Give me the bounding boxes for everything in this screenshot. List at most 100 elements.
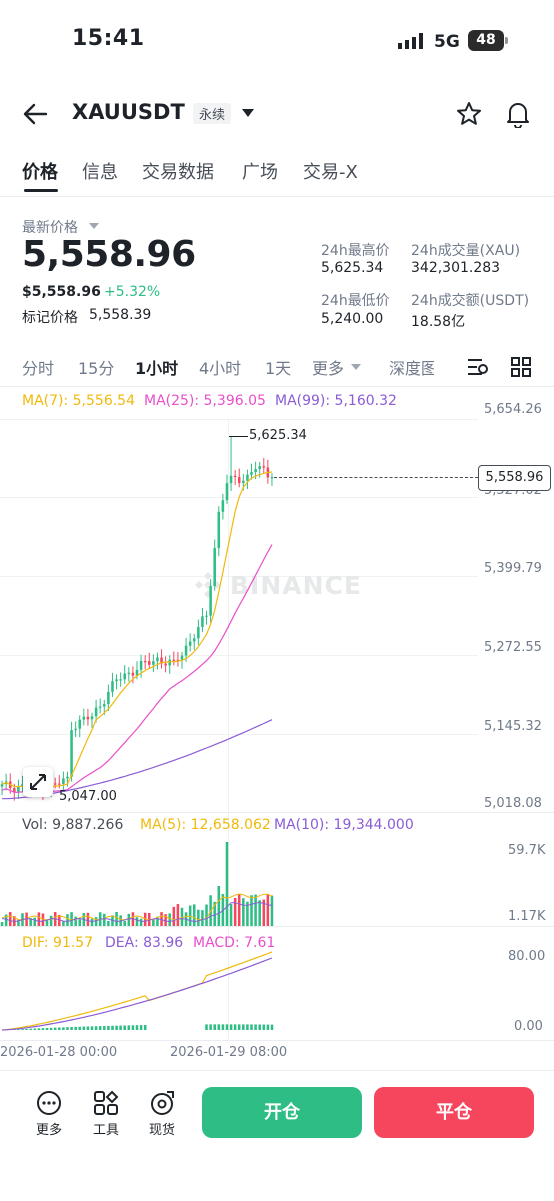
tab-trade-x[interactable]: 交易-X: [303, 162, 358, 183]
interval-15m[interactable]: 15分: [78, 359, 115, 378]
volume-bar: [37, 912, 41, 926]
more-caret-icon[interactable]: [351, 364, 361, 371]
volume-bar: [78, 919, 82, 926]
tools-icon[interactable]: [93, 1090, 119, 1116]
interval-1d[interactable]: 1天: [265, 359, 292, 378]
volume-bar: [258, 900, 261, 926]
caret-down-icon[interactable]: [241, 108, 255, 118]
low-label: 24h最低价: [321, 293, 390, 309]
star-icon[interactable]: [456, 101, 482, 127]
tab-divider: [0, 196, 554, 197]
current-price-line: [274, 477, 478, 478]
open-position-button[interactable]: 开仓: [202, 1087, 362, 1138]
macd-histogram-bar: [66, 1027, 69, 1030]
volume-bar: [201, 910, 204, 926]
tab-price[interactable]: 价格: [22, 162, 58, 183]
macd-histogram-bar: [74, 1026, 77, 1030]
grid-line: [0, 655, 478, 656]
candle-body: [148, 661, 151, 665]
candle-body: [53, 783, 57, 785]
indicator-settings-icon[interactable]: [467, 357, 489, 377]
candle-body: [217, 511, 221, 549]
candle-body: [205, 615, 208, 617]
tab-info[interactable]: 信息: [82, 162, 118, 183]
macd-histogram-bar: [250, 1024, 253, 1030]
volume-bar: [25, 912, 28, 926]
volume-bar: [58, 914, 61, 926]
macd-histogram-bar: [33, 1028, 37, 1030]
volume-bar: [62, 921, 65, 926]
expand-arrows-icon: [30, 774, 46, 790]
grid-line: [0, 419, 478, 420]
macd-histogram-bar: [225, 1024, 229, 1030]
symbol-title[interactable]: XAUUSDT: [72, 100, 185, 124]
bell-icon[interactable]: [505, 100, 531, 128]
tab-trading-data[interactable]: 交易数据: [142, 162, 214, 183]
candle-body: [119, 679, 122, 681]
ma-line: [1, 471, 273, 788]
macd-value-legend: MACD: 7.61: [193, 935, 276, 951]
last-price-label[interactable]: 最新价格: [22, 220, 78, 236]
macd-histogram-bar: [111, 1025, 114, 1030]
interval-4h[interactable]: 4小时: [199, 359, 242, 378]
volume-bar: [168, 913, 171, 926]
candle-body: [78, 719, 82, 729]
candle-body: [172, 659, 176, 661]
price-axis-label: 5,145.32: [484, 719, 542, 734]
macd-histogram-bar: [254, 1024, 257, 1030]
macd-histogram-bar: [127, 1025, 131, 1030]
candle-body: [139, 661, 143, 670]
layout-grid-icon[interactable]: [511, 357, 531, 377]
battery-tip: [505, 37, 508, 44]
macd-histogram-bar: [242, 1024, 245, 1030]
macd-axis-bottom: 0.00: [514, 1019, 543, 1034]
interval-time[interactable]: 分时: [22, 359, 55, 378]
volume-ma10-legend: MA(10): 19,344.000: [274, 817, 414, 833]
candle-body: [270, 476, 274, 479]
volume-bar: [164, 914, 167, 926]
ma7-legend: MA(7): 5,556.54: [22, 393, 135, 409]
interval-divider: [0, 386, 554, 387]
volume-bar: [270, 895, 274, 926]
macd-histogram-bar: [143, 1025, 147, 1030]
interval-1h[interactable]: 1小时: [135, 359, 179, 378]
volume-bar: [172, 906, 176, 926]
volume-label: 24h成交量(XAU): [411, 243, 521, 259]
candle-body: [184, 645, 188, 656]
high-pointer-line: [229, 436, 248, 437]
current-price-tag[interactable]: 5,558.96: [478, 465, 551, 491]
macd-histogram-bar: [94, 1026, 98, 1030]
candle-body: [254, 469, 257, 473]
interval-depth[interactable]: 深度图: [389, 359, 434, 378]
macd-histogram-bar: [45, 1027, 49, 1030]
ma99-legend: MA(99): 5,160.32: [275, 393, 397, 409]
high-value: 5,625.34: [321, 260, 384, 276]
volume-bar: [33, 917, 37, 926]
macd-histogram-bar: [21, 1029, 24, 1030]
volume-bar: [160, 912, 163, 926]
tab-square[interactable]: 广场: [242, 162, 278, 183]
volume-bar: [246, 901, 249, 926]
expand-button[interactable]: [23, 767, 53, 797]
spot-icon[interactable]: [149, 1090, 175, 1116]
tool-spot-label[interactable]: 现货: [148, 1123, 175, 1138]
caret-down-small-icon[interactable]: [89, 223, 99, 230]
volume-bar: [152, 919, 155, 926]
volume-bar: [197, 909, 200, 926]
back-arrow-icon[interactable]: [22, 102, 48, 126]
volume-bar: [41, 913, 45, 926]
grid-line: [0, 1040, 554, 1041]
grid-line: [0, 576, 478, 577]
macd-histogram-bar: [41, 1028, 45, 1030]
macd-histogram-bar: [213, 1024, 216, 1030]
tool-more-label[interactable]: 更多: [35, 1123, 62, 1138]
candle-body: [17, 786, 20, 793]
more-dots-icon[interactable]: [36, 1090, 62, 1116]
tool-tools-label[interactable]: 工具: [92, 1123, 119, 1138]
interval-more[interactable]: 更多: [312, 359, 345, 378]
candle-body: [246, 474, 249, 481]
volume-bar: [49, 915, 53, 926]
close-position-button[interactable]: 平仓: [374, 1087, 534, 1138]
macd-histogram-bar: [246, 1024, 249, 1030]
volume-axis-bottom: 1.17K: [508, 909, 546, 924]
